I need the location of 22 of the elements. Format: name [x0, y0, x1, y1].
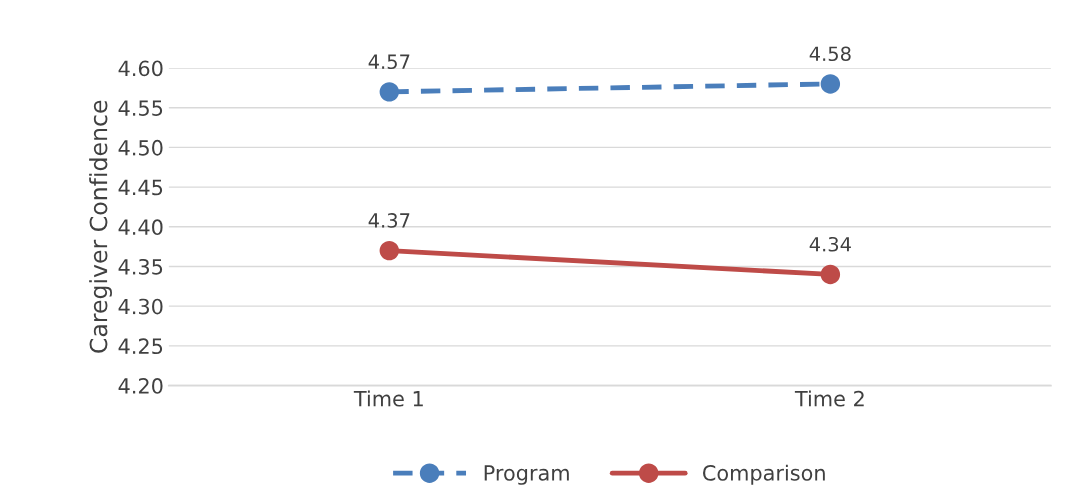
y-tick-label: 4.25 — [118, 338, 163, 355]
y-tick-label: 4.35 — [118, 258, 163, 275]
y-tick-label: 4.60 — [118, 60, 163, 77]
point — [379, 240, 400, 261]
data-label: 4.57 — [368, 54, 410, 70]
point — [379, 82, 400, 102]
y-tick-label: 4.20 — [118, 378, 163, 394]
legend-label: Comparison — [703, 464, 825, 485]
y-tick-label: 4.30 — [118, 298, 163, 315]
y-tick-label: 4.50 — [118, 139, 163, 156]
x-tick-label: Time 2 — [794, 390, 864, 407]
y-axis-title: Caregiver Confidence — [89, 100, 112, 353]
y-tick-label: 4.55 — [118, 100, 163, 116]
data-label: 4.34 — [809, 236, 851, 252]
y-tick-label: 4.40 — [118, 219, 163, 236]
point — [820, 264, 841, 285]
data-label: 4.37 — [368, 213, 410, 228]
legend-label: Program — [484, 465, 569, 485]
data-label: 4.58 — [809, 46, 851, 62]
y-tick-label: 4.45 — [118, 179, 163, 196]
x-tick-label: Time 1 — [353, 390, 423, 407]
point — [820, 74, 841, 94]
